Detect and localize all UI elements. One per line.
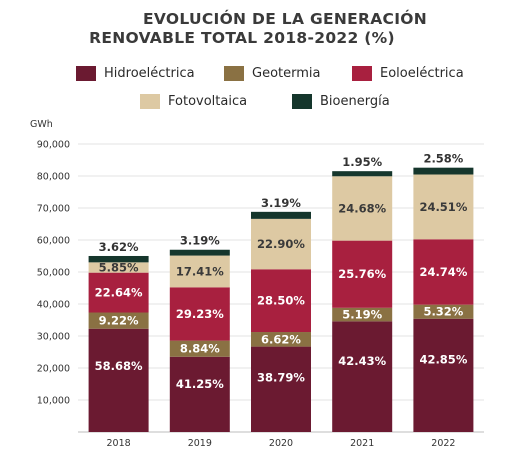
y-tick-label: 20,000 xyxy=(37,364,70,375)
y-tick-label: 60,000 xyxy=(37,236,70,247)
legend-item-geotermia: Geotermia xyxy=(224,66,320,81)
legend-label-fotovoltaica: Fotovoltaica xyxy=(168,94,248,109)
bar-group-2020: 38.79% 6.62% 28.50% 22.90% 3.19% xyxy=(251,196,311,432)
legend-label-hidroelectrica: Hidroeléctrica xyxy=(104,66,195,81)
bar-segment-hidro-2018 xyxy=(88,328,149,432)
bar-segment-bio-2018 xyxy=(88,255,149,263)
data-label-eolo-2020: 28.50% xyxy=(257,294,305,308)
y-axis-unit-label: GWh xyxy=(30,119,53,130)
data-label-bio-2019: 3.19% xyxy=(180,234,220,248)
bar-segment-foto-2021 xyxy=(332,176,393,241)
data-label-hidro-2020: 38.79% xyxy=(257,370,305,384)
bar-segment-hidro-2019 xyxy=(169,356,230,432)
data-label-foto-2021: 24.68% xyxy=(338,201,386,215)
bar-segment-foto-2019 xyxy=(169,255,230,288)
bar-group-2019: 41.25% 8.84% 29.23% 17.41% 3.19% xyxy=(169,234,230,432)
bars: 58.68% 9.22% 22.64% 5.85% 3.62% 41.25% 8.84% 29… xyxy=(88,152,474,432)
bar-segment-geo-2020 xyxy=(251,332,311,347)
legend-swatch-geotermia xyxy=(224,66,244,81)
data-label-geo-2020: 6.62% xyxy=(261,332,301,346)
data-label-hidro-2018: 58.68% xyxy=(95,359,143,373)
bar-segment-geo-2021 xyxy=(332,307,393,322)
data-label-geo-2018: 9.22% xyxy=(99,314,139,328)
y-tick-label: 50,000 xyxy=(37,268,70,279)
legend-label-eoloelectrica: Eoloeléctrica xyxy=(380,66,464,81)
y-axis-ticks: 10,000 20,000 30,000 40,000 50,000 60,000 70,0… xyxy=(37,140,70,407)
legend-item-fotovoltaica: Fotovoltaica xyxy=(140,94,247,109)
bar-group-2021: 42.43% 5.19% 25.76% 24.68% 1.95% xyxy=(332,155,393,432)
bar-segment-bio-2020 xyxy=(251,211,311,219)
chart-title: EVOLUCIÓN DE LA GENERACIÓN RENOVABLE TOT… xyxy=(0,10,524,48)
legend-item-eoloelectrica: Eoloeléctrica xyxy=(352,66,464,81)
data-label-geo-2019: 8.84% xyxy=(180,342,220,356)
x-tick-label-2019: 2019 xyxy=(188,438,212,449)
x-tick-label-2020: 2020 xyxy=(269,438,293,449)
data-label-foto-2020: 22.90% xyxy=(257,237,305,251)
x-tick-label-2021: 2021 xyxy=(350,438,374,449)
data-label-foto-2022: 24.51% xyxy=(419,200,467,214)
bar-segment-eolo-2021 xyxy=(332,240,393,308)
data-label-geo-2021: 5.19% xyxy=(342,308,382,322)
y-tick-label: 10,000 xyxy=(37,396,70,407)
chart-title-line1: EVOLUCIÓN DE LA GENERACIÓN xyxy=(142,10,428,28)
data-label-bio-2021: 1.95% xyxy=(342,155,382,169)
x-tick-label-2022: 2022 xyxy=(431,438,455,449)
data-label-hidro-2021: 42.43% xyxy=(338,354,386,368)
bar-segment-hidro-2022 xyxy=(413,318,474,432)
x-tick-label-2018: 2018 xyxy=(107,438,131,449)
legend-label-geotermia: Geotermia xyxy=(252,66,321,81)
data-label-eolo-2019: 29.23% xyxy=(176,307,224,321)
legend-swatch-fotovoltaica xyxy=(140,94,160,109)
legend-item-bioenergia: Bioenergía xyxy=(292,94,390,109)
data-label-bio-2018: 3.62% xyxy=(99,240,139,254)
y-tick-label: 90,000 xyxy=(37,140,70,151)
bar-segment-bio-2019 xyxy=(169,249,230,256)
bar-segment-bio-2021 xyxy=(332,171,393,177)
data-label-bio-2022: 2.58% xyxy=(423,152,463,166)
bar-group-2018: 58.68% 9.22% 22.64% 5.85% 3.62% xyxy=(88,240,149,432)
data-label-hidro-2022: 42.85% xyxy=(419,353,467,367)
bar-segment-foto-2018 xyxy=(88,262,149,273)
data-label-foto-2019: 17.41% xyxy=(176,264,224,278)
bar-segment-foto-2020 xyxy=(251,218,311,270)
bar-segment-geo-2019 xyxy=(169,340,230,357)
y-tick-label: 80,000 xyxy=(37,172,70,183)
data-label-eolo-2018: 22.64% xyxy=(95,286,143,300)
bar-segment-eolo-2018 xyxy=(88,272,149,313)
data-label-bio-2020: 3.19% xyxy=(261,196,301,210)
bar-segment-hidro-2020 xyxy=(251,346,311,432)
bar-segment-geo-2022 xyxy=(413,304,474,319)
data-label-eolo-2021: 25.76% xyxy=(338,267,386,281)
data-label-hidro-2019: 41.25% xyxy=(176,377,224,391)
bar-segment-foto-2022 xyxy=(413,174,474,240)
bar-segment-eolo-2022 xyxy=(413,239,474,305)
legend-label-bioenergia: Bioenergía xyxy=(320,94,390,109)
legend-swatch-bioenergia xyxy=(292,94,312,109)
chart-title-line2: RENOVABLE TOTAL 2018-2022 (%) xyxy=(89,29,395,47)
data-label-foto-2018: 5.85% xyxy=(99,261,139,275)
bar-segment-eolo-2019 xyxy=(169,287,230,341)
bar-group-2022: 42.85% 5.32% 24.74% 24.51% 2.58% xyxy=(413,152,474,432)
bar-segment-eolo-2020 xyxy=(251,269,311,333)
legend-swatch-hidroelectrica xyxy=(76,66,96,81)
bar-segment-geo-2018 xyxy=(88,312,149,329)
y-tick-label: 40,000 xyxy=(37,300,70,311)
legend-swatch-eoloelectrica xyxy=(352,66,372,81)
x-axis-ticks: 2018 2019 2020 2021 2022 xyxy=(107,438,456,449)
data-label-eolo-2022: 24.74% xyxy=(419,265,467,279)
y-tick-label: 30,000 xyxy=(37,332,70,343)
data-label-geo-2022: 5.32% xyxy=(423,305,463,319)
y-tick-label: 70,000 xyxy=(37,204,70,215)
legend-item-hidroelectrica: Hidroeléctrica xyxy=(76,66,195,81)
bar-segment-hidro-2021 xyxy=(332,321,393,432)
bar-segment-bio-2022 xyxy=(413,167,474,175)
